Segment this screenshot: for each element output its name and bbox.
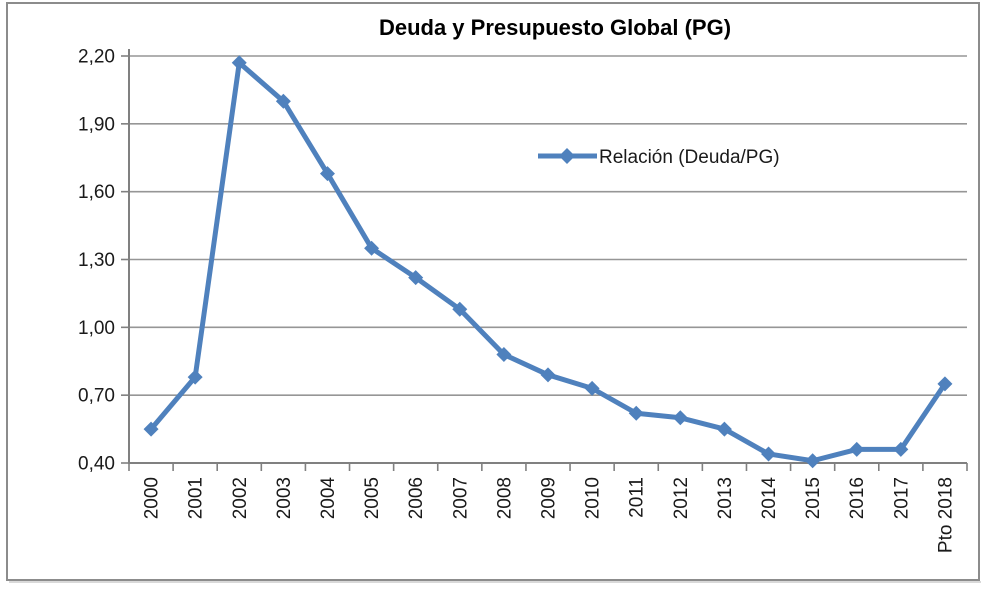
data-point-marker [716, 421, 732, 437]
data-point-marker [761, 446, 777, 462]
y-axis-tick-label: 1,30 [78, 250, 115, 271]
x-axis-tick-label: 2016 [847, 477, 868, 519]
x-axis-tick-label: 2001 [186, 477, 207, 519]
y-axis-tick-label: 1,00 [78, 318, 115, 339]
gridlines [129, 55, 967, 396]
data-point-marker [805, 453, 821, 469]
axes [121, 49, 968, 471]
x-axis-tick-label: 2017 [891, 477, 912, 519]
data-point-marker [540, 367, 556, 383]
data-point-marker [584, 380, 600, 396]
data-series [143, 55, 953, 469]
data-point-marker [672, 410, 688, 426]
y-axis-tick-label: 1,90 [78, 114, 115, 135]
y-axis-tick-label: 2,20 [78, 47, 115, 68]
x-axis-tick-label: 2012 [671, 477, 692, 519]
data-point-marker [937, 376, 953, 392]
x-axis-tick-label: 2003 [274, 477, 295, 519]
x-axis-tick-label: 2014 [759, 477, 780, 520]
legend: Relación (Deuda/PG) [538, 147, 780, 168]
y-axis-tick-label: 0,70 [78, 386, 115, 407]
legend-diamond-marker-icon [559, 148, 575, 164]
data-point-marker [452, 301, 468, 317]
data-point-marker [231, 55, 247, 71]
x-axis-tick-label: 2010 [583, 477, 604, 519]
data-point-marker [628, 405, 644, 421]
chart-title: Deuda y Presupuesto Global (PG) [379, 15, 731, 40]
x-axis-tick-label: 2004 [318, 477, 339, 520]
x-axis-tick-label: Pto 2018 [935, 477, 956, 553]
x-axis-tick-label: 2006 [406, 477, 427, 519]
chart-border-shadow [9, 581, 981, 583]
chart-border [6, 2, 980, 581]
x-axis-labels: 2000 2001 2002 2003 2004 2005 2006 2007 2008 2009… [142, 477, 957, 553]
data-point-marker [893, 441, 909, 457]
data-point-marker [275, 93, 291, 109]
x-axis-tick-label: 2013 [715, 477, 736, 519]
data-point-marker [496, 346, 512, 362]
data-point-marker [187, 369, 203, 385]
x-axis-tick-label: 2008 [494, 477, 515, 519]
data-point-marker [319, 166, 335, 182]
x-axis-tick-label: 2005 [362, 477, 383, 519]
y-axis-tick-label: 0,40 [78, 454, 115, 475]
y-axis-labels: 0,40 0,70 1,00 1,30 1,60 1,90 2,20 [78, 47, 115, 475]
x-axis-tick-label: 2011 [627, 477, 648, 518]
legend-label: Relación (Deuda/PG) [599, 147, 780, 168]
data-point-marker [143, 421, 159, 437]
x-axis-tick-label: 2015 [803, 477, 824, 519]
data-point-marker [849, 441, 865, 457]
data-point-marker [364, 240, 380, 256]
x-axis-tick-label: 2002 [230, 477, 251, 519]
data-point-marker [408, 270, 424, 286]
x-axis-tick-label: 2007 [450, 477, 471, 519]
x-axis-tick-label: 2009 [539, 477, 560, 519]
x-axis-tick-label: 2000 [142, 477, 163, 519]
y-axis-tick-label: 1,60 [78, 182, 115, 203]
